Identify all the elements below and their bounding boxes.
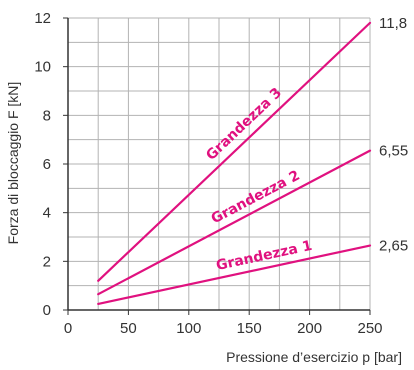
y-tick-label: 12 <box>34 10 51 27</box>
x-tick-label: 100 <box>176 320 201 337</box>
series-end-label: 2,65 <box>379 238 408 255</box>
series-line <box>97 21 372 282</box>
axes <box>63 17 371 315</box>
y-tick-label: 2 <box>43 253 51 270</box>
y-tick-label: 0 <box>43 302 51 319</box>
series-lines <box>97 21 372 306</box>
series-label: Grandezza 3 <box>203 85 285 164</box>
y-tick-label: 6 <box>43 156 51 173</box>
series-line <box>97 149 372 296</box>
y-tick-label: 8 <box>43 107 51 124</box>
x-axis-title: Pressione d’esercizio p [bar] <box>226 349 402 365</box>
series-line <box>97 244 372 306</box>
y-axis-title: Forza di bloccaggio F [kN] <box>5 82 21 245</box>
y-tick-label: 10 <box>34 59 51 76</box>
x-tick-label: 200 <box>297 320 322 337</box>
x-tick-label: 150 <box>237 320 262 337</box>
series-end-label: 11,8 <box>379 15 407 32</box>
tick-labels: 0 50 100 150 200 250 0 2 4 6 8 10 12 <box>34 10 382 337</box>
x-tick-label: 50 <box>120 320 137 337</box>
series-end-label: 6,55 <box>379 143 408 160</box>
x-tick-label: 0 <box>64 320 72 337</box>
series-label: Grandezza 2 <box>209 168 303 228</box>
x-tick-label: 250 <box>357 320 382 337</box>
y-tick-label: 4 <box>43 205 51 222</box>
